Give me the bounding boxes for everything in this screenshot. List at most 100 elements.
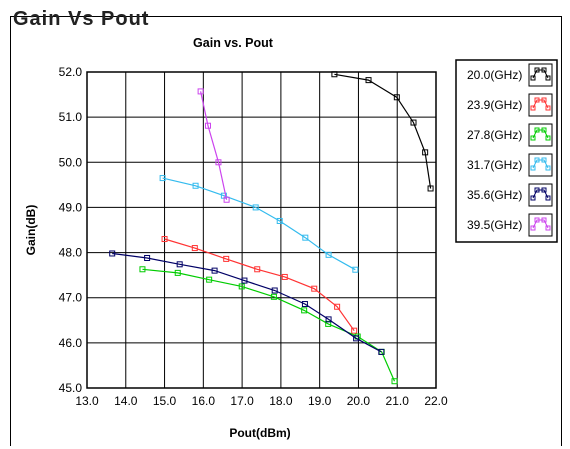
legend-swatch-marker	[541, 127, 547, 133]
data-point	[427, 185, 434, 192]
series-line	[112, 252, 382, 353]
legend-swatch-box	[528, 183, 553, 207]
legend-label: 20.0(GHz)	[467, 68, 522, 82]
x-tick-label: 20.0	[347, 394, 371, 408]
x-tick-label: 14.0	[114, 394, 138, 408]
legend-swatch-marker	[545, 135, 551, 141]
data-point	[270, 293, 277, 300]
legend-swatch-box	[528, 153, 553, 177]
data-point	[109, 250, 116, 257]
data-point	[252, 204, 259, 211]
data-point	[238, 283, 245, 290]
data-point	[276, 217, 283, 224]
legend-swatch-marker	[530, 165, 536, 171]
data-point	[325, 251, 332, 258]
x-tick-label: 19.0	[308, 394, 332, 408]
data-point	[365, 77, 372, 84]
data-point	[144, 254, 151, 261]
data-point	[353, 335, 360, 342]
chart-frame: Gain Vs Pout	[10, 8, 562, 446]
legend-swatch-marker	[534, 187, 540, 193]
y-axis-label: Gain(dB)	[24, 205, 38, 256]
legend-swatch-line	[532, 189, 549, 199]
legend-swatch-line	[532, 69, 549, 79]
legend-swatch-marker	[541, 157, 547, 163]
x-tick-label: 13.0	[75, 394, 99, 408]
x-tick-label: 22.0	[424, 394, 448, 408]
legend-swatch-box	[528, 213, 553, 237]
data-point	[206, 276, 213, 283]
legend-swatch-marker	[545, 195, 551, 201]
series-4	[109, 250, 385, 355]
legend-swatch-line	[532, 99, 549, 109]
legend-swatch-marker	[545, 165, 551, 171]
plot-border	[86, 71, 437, 389]
data-point	[192, 182, 199, 189]
legend-swatch-marker	[534, 217, 540, 223]
data-point	[191, 245, 198, 252]
legend-swatch-marker	[541, 67, 547, 73]
legend-swatch-box	[528, 93, 553, 117]
data-point	[211, 267, 218, 274]
legend-label: 27.8(GHz)	[467, 128, 522, 142]
data-point	[302, 234, 309, 241]
x-tick-label: 21.0	[386, 394, 410, 408]
legend-swatch-box	[528, 63, 553, 87]
legend-swatch-marker	[545, 105, 551, 111]
y-tick-label: 46.0	[59, 336, 83, 350]
legend: 20.0(GHz) 23.9(GHz) 27.8(GHz) 31.7(GHz) 35.6…	[455, 59, 558, 243]
data-point	[223, 196, 230, 203]
data-point	[197, 88, 204, 95]
window-top-label: Gain Vs Pout	[13, 8, 150, 30]
series-line	[142, 268, 396, 382]
legend-swatch-marker	[530, 225, 536, 231]
data-point	[159, 175, 166, 182]
y-tick-label: 45.0	[59, 381, 83, 395]
data-point	[174, 269, 181, 276]
data-point	[241, 277, 248, 284]
legend-swatch-line	[532, 159, 549, 169]
legend-swatch-marker	[530, 195, 536, 201]
legend-swatch-marker	[545, 225, 551, 231]
y-tick-label: 52.0	[59, 65, 83, 79]
y-tick-label: 50.0	[59, 155, 83, 169]
legend-swatch-marker	[534, 67, 540, 73]
data-point	[422, 149, 429, 156]
axis-ticks: 13.0 14.0 15.0 16.0 17.0 18.0 19.0 20.0 21.0 22.0…	[59, 65, 448, 408]
y-tick-label: 48.0	[59, 246, 83, 260]
series-5	[197, 88, 230, 203]
y-tick-label: 51.0	[59, 110, 83, 124]
legend-swatch-marker	[541, 217, 547, 223]
data-point	[215, 159, 222, 166]
data-point	[325, 316, 332, 323]
x-tick-label: 17.0	[230, 394, 254, 408]
legend-label: 39.5(GHz)	[467, 218, 522, 232]
data-point	[161, 236, 168, 243]
x-tick-label: 18.0	[269, 394, 293, 408]
x-axis-label: Pout(dBm)	[229, 426, 290, 440]
data-point	[334, 303, 341, 310]
series-3	[159, 175, 359, 273]
legend-swatch-marker	[541, 97, 547, 103]
data-point	[378, 348, 385, 355]
legend-swatch-line	[532, 129, 549, 139]
data-point	[311, 285, 318, 292]
legend-label: 23.9(GHz)	[467, 98, 522, 112]
legend-swatch-marker	[530, 135, 536, 141]
data-point	[204, 122, 211, 129]
data-point	[391, 378, 398, 385]
series-1	[161, 236, 358, 334]
legend-swatch-marker	[534, 157, 540, 163]
data-point	[281, 273, 288, 280]
series-layer	[109, 71, 434, 385]
data-point	[223, 255, 230, 262]
series-line	[162, 177, 356, 271]
data-point	[139, 266, 146, 273]
legend-box	[455, 59, 558, 243]
data-point	[410, 119, 417, 126]
legend-swatch-marker	[530, 105, 536, 111]
series-2	[139, 266, 398, 385]
series-line	[334, 73, 432, 189]
legend-swatch-marker	[534, 97, 540, 103]
x-tick-label: 16.0	[192, 394, 216, 408]
